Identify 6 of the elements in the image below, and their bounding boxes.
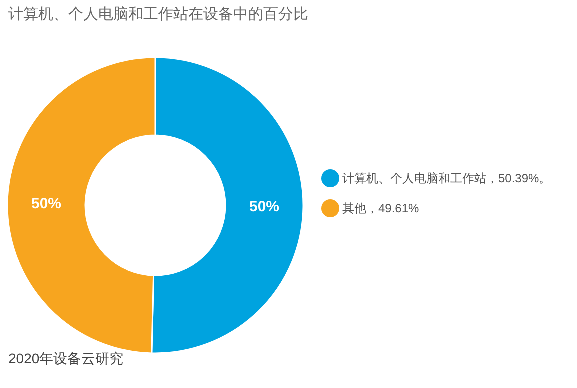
data-label: 50%: [249, 198, 280, 216]
legend-label: 计算机、个人电脑和工作站，50.39%。: [342, 172, 552, 186]
data-label: 50%: [31, 196, 62, 213]
legend-label: 其他，49.61%: [342, 202, 420, 216]
chart-title: 计算机、个人电脑和工作站在设备中的百分比: [8, 6, 308, 23]
text: 2020年设备云研究: [8, 350, 124, 366]
